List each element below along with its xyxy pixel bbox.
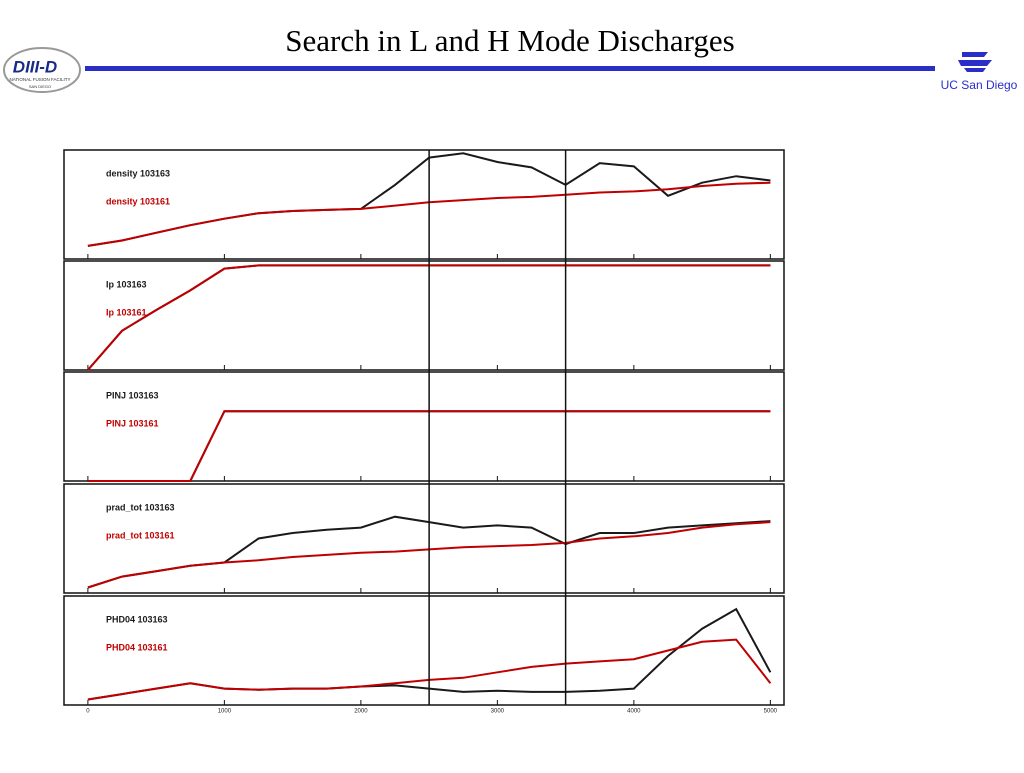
legend-label: density 103163 [106, 168, 170, 178]
title-rule [85, 66, 935, 71]
panel-frame [63, 483, 785, 594]
legend-label: density 103161 [106, 196, 170, 206]
legend-label: Ip 103161 [106, 307, 147, 317]
x-tick-label: 4000 [627, 709, 641, 715]
legend-label: prad_tot 103161 [106, 530, 175, 540]
panel-frame [63, 149, 785, 260]
legend-label: PHD04 103161 [106, 642, 168, 652]
x-tick-label: 2000 [354, 709, 368, 715]
legend-label: PINJ 103163 [106, 390, 159, 400]
slide-title: Search in L and H Mode Discharges [285, 23, 734, 58]
x-tick-label: 5000 [764, 709, 778, 715]
logo-line: NATIONAL FUSION FACILITY [9, 77, 70, 82]
panel-frame [63, 371, 785, 482]
x-tick-label: 3000 [491, 709, 505, 715]
x-tick-label: 1000 [218, 709, 232, 715]
logo-line: SAN DIEGO [29, 84, 51, 89]
legend-label: PINJ 103161 [106, 418, 159, 428]
ucsd-emblem [958, 52, 992, 72]
ucsd-name: UC San Diego [941, 78, 1018, 92]
logo-ring [3, 47, 81, 93]
legend-label: prad_tot 103163 [106, 502, 175, 512]
legend-label: Ip 103163 [106, 279, 147, 289]
figure: density 103163 density 103161 Ip 103163 Ip … [63, 149, 785, 715]
x-tick-label: 0 [86, 709, 90, 715]
legend-label: PHD04 103163 [106, 614, 168, 624]
panel-frame [63, 595, 785, 706]
logo-name: DIII-D [13, 57, 57, 76]
panel-frame [63, 260, 785, 371]
